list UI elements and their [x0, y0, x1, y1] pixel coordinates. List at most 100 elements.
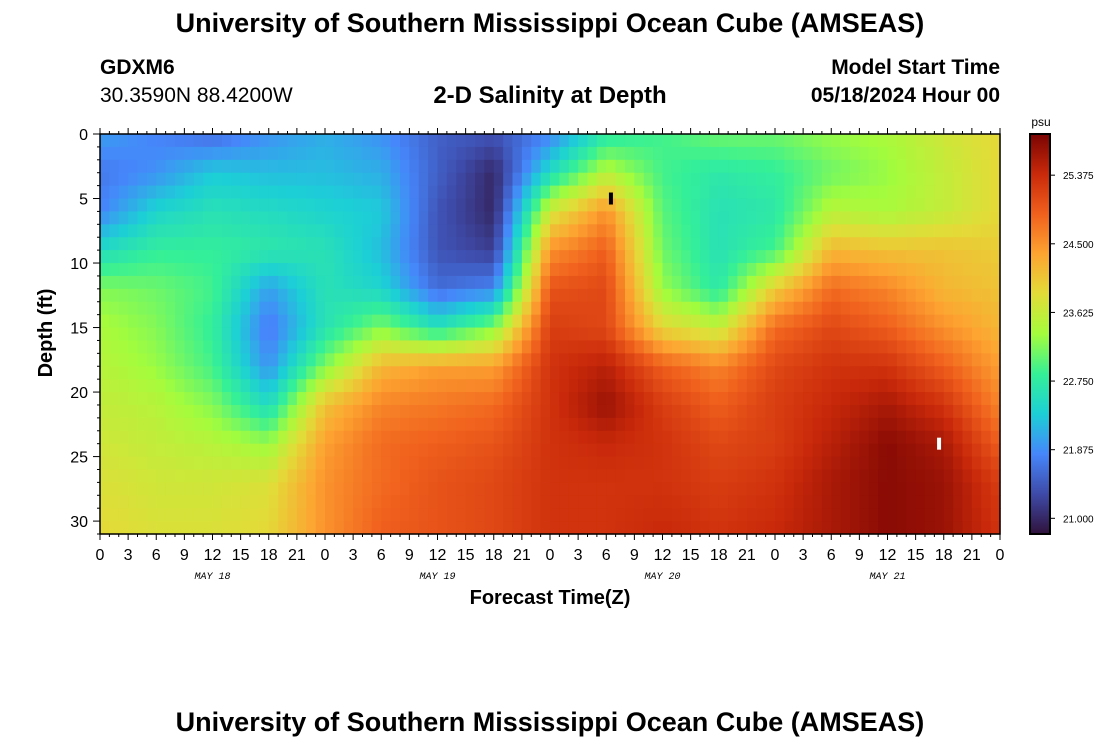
heatmap-cell — [625, 482, 635, 496]
heatmap-cell — [784, 482, 795, 496]
heatmap-cell — [400, 159, 410, 174]
heatmap-cell — [193, 198, 204, 213]
heatmap-cell — [737, 185, 748, 200]
heatmap-cell — [671, 443, 682, 458]
heatmap-cell — [878, 417, 889, 432]
heatmap-cell — [287, 237, 298, 251]
heatmap-cell — [409, 237, 420, 251]
heatmap-cell — [896, 379, 907, 393]
heatmap-cell — [306, 275, 317, 290]
heatmap-cell — [175, 482, 185, 496]
heatmap-cell — [878, 134, 889, 148]
heatmap-cell — [737, 134, 748, 148]
heatmap-cell — [756, 327, 767, 342]
heatmap-cell — [962, 443, 973, 458]
heatmap-cell — [793, 521, 804, 535]
heatmap-cell — [446, 134, 457, 148]
heatmap-cell — [559, 379, 570, 393]
heatmap-cell — [728, 224, 739, 238]
heatmap-cell — [334, 521, 345, 535]
heatmap-cell — [915, 521, 926, 535]
heatmap-cell — [878, 159, 889, 174]
heatmap-cell — [325, 301, 335, 316]
heatmap-cell — [643, 404, 654, 419]
heatmap-cell — [306, 250, 317, 264]
heatmap-cell — [362, 495, 373, 509]
x-tick-label: 15 — [232, 547, 250, 564]
heatmap-cell — [868, 211, 879, 225]
heatmap-cell — [550, 456, 560, 471]
heatmap-cell — [184, 198, 195, 213]
heatmap-cell — [325, 314, 335, 329]
heatmap-cell — [296, 275, 307, 290]
heatmap-cell — [700, 521, 710, 535]
heatmap-cell — [906, 250, 917, 264]
heatmap-cell — [653, 134, 664, 148]
heatmap-cell — [268, 288, 279, 303]
heatmap-cell — [325, 469, 335, 483]
heatmap-cell — [184, 275, 195, 290]
heatmap-cell — [343, 417, 354, 432]
x-tick-label: 6 — [377, 547, 386, 564]
heatmap-cell — [746, 404, 757, 419]
heatmap-cell — [259, 198, 270, 213]
heatmap-cell — [878, 469, 889, 483]
heatmap-cell — [925, 327, 935, 342]
heatmap-cell — [212, 340, 223, 354]
heatmap-cell — [156, 275, 167, 290]
heatmap-cell — [784, 237, 795, 251]
heatmap-cell — [925, 250, 935, 264]
heatmap-cell — [925, 340, 935, 354]
heatmap-cell — [718, 237, 729, 251]
heatmap-cell — [896, 275, 907, 290]
heatmap-cell — [475, 146, 485, 161]
heatmap-cell — [840, 237, 851, 251]
heatmap-cell — [606, 172, 617, 187]
day-label: MAY 21 — [869, 572, 905, 583]
heatmap-cell — [681, 482, 692, 496]
heatmap-cell — [896, 159, 907, 174]
heatmap-cell — [550, 134, 560, 148]
heatmap-cell — [193, 353, 204, 367]
heatmap-cell — [943, 508, 954, 522]
heatmap-cell — [681, 469, 692, 483]
heatmap-cell — [203, 275, 214, 290]
heatmap-cell — [362, 159, 373, 174]
heatmap-cell — [512, 508, 523, 522]
heatmap-cell — [821, 146, 832, 161]
heatmap-cell — [578, 185, 589, 200]
heatmap-cell — [765, 237, 776, 251]
heatmap-cell — [634, 495, 645, 509]
heatmap-cell — [587, 327, 598, 342]
heatmap-cell — [475, 340, 485, 354]
heatmap-cell — [334, 430, 345, 445]
heatmap-cell — [737, 392, 748, 406]
heatmap-cell — [812, 417, 823, 432]
heatmap-cell — [925, 508, 935, 522]
x-tick-label: 15 — [907, 547, 925, 564]
heatmap-cell — [306, 224, 317, 238]
heatmap-cell — [278, 417, 289, 432]
heatmap-cell — [821, 392, 832, 406]
heatmap-cell — [906, 172, 917, 187]
heatmap-cell — [821, 353, 832, 367]
heatmap-cell — [925, 469, 935, 483]
heatmap-cell — [690, 404, 701, 419]
heatmap-cell — [765, 288, 776, 303]
heatmap-cell — [118, 404, 129, 419]
heatmap-cell — [456, 495, 467, 509]
heatmap-cell — [334, 146, 345, 161]
heatmap-cell — [784, 508, 795, 522]
heatmap-cell — [250, 430, 260, 445]
heatmap-cell — [203, 417, 214, 432]
heatmap-cell — [437, 353, 448, 367]
heatmap-cell — [718, 353, 729, 367]
heatmap-cell — [118, 198, 129, 213]
heatmap-cell — [428, 495, 439, 509]
heatmap-cell — [821, 404, 832, 419]
heatmap-cell — [587, 417, 598, 432]
heatmap-cell — [887, 211, 898, 225]
heatmap-cell — [718, 417, 729, 432]
heatmap-cell — [756, 198, 767, 213]
heatmap-cell — [221, 327, 232, 342]
